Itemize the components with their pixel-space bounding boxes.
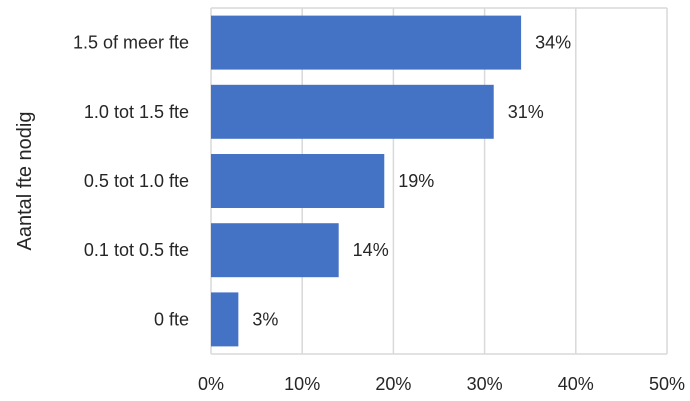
- x-tick-labels: 0% 10% 20% 30% 40% 50%: [198, 374, 685, 394]
- bar-3: [211, 223, 339, 278]
- data-label-1: 31%: [508, 102, 544, 122]
- x-tick-label-3: 30%: [467, 374, 503, 394]
- data-labels: 34% 31% 19% 14% 3%: [252, 33, 571, 330]
- category-label-4: 0 fte: [154, 309, 189, 329]
- category-label-1: 1.0 tot 1.5 fte: [84, 102, 189, 122]
- data-label-2: 19%: [398, 171, 434, 191]
- bar-2: [211, 154, 385, 208]
- x-tick-label-0: 0%: [198, 374, 224, 394]
- data-label-0: 34%: [535, 33, 571, 53]
- category-label-3: 0.1 tot 0.5 fte: [84, 240, 189, 260]
- x-tick-label-5: 50%: [649, 374, 685, 394]
- bar-0: [211, 15, 522, 70]
- category-labels: 1.5 of meer fte 1.0 tot 1.5 fte 0.5 tot 1.…: [73, 33, 189, 330]
- x-tick-label-4: 40%: [558, 374, 594, 394]
- x-tick-label-1: 10%: [284, 374, 320, 394]
- data-label-3: 14%: [353, 240, 389, 260]
- y-axis-title: Aantal fte nodig: [14, 112, 36, 251]
- x-tick-label-2: 20%: [375, 374, 411, 394]
- bar-4: [211, 292, 239, 347]
- bar-1: [211, 84, 494, 139]
- bars: [211, 15, 522, 347]
- data-label-4: 3%: [252, 309, 278, 329]
- category-label-0: 1.5 of meer fte: [73, 33, 189, 53]
- category-label-2: 0.5 tot 1.0 fte: [84, 171, 189, 191]
